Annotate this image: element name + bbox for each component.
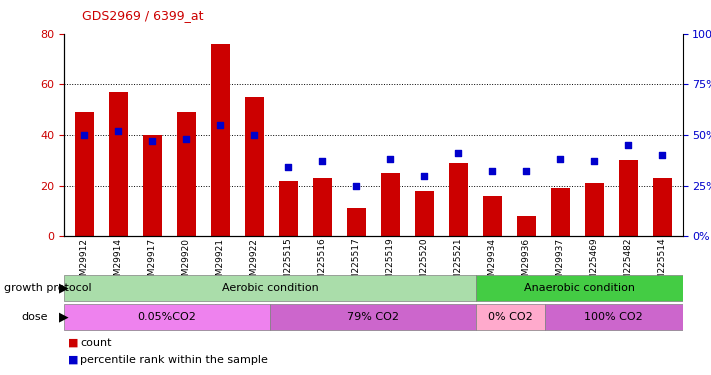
Point [623,142,634,148]
Bar [545,304,683,330]
Bar [347,209,365,236]
Text: 79% CO2: 79% CO2 [347,312,400,322]
Point [486,168,498,174]
Bar [517,216,535,236]
Text: 100% CO2: 100% CO2 [584,312,643,322]
Point [656,152,668,158]
Text: GDS2969 / 6399_at: GDS2969 / 6399_at [82,9,203,22]
Point [520,168,532,174]
Point [146,138,158,144]
Bar [279,181,298,236]
Text: 0.05%CO2: 0.05%CO2 [138,312,196,322]
Text: 0% CO2: 0% CO2 [488,312,533,322]
Bar [585,183,604,236]
Point [79,132,90,138]
Text: Aerobic condition: Aerobic condition [222,284,319,293]
Text: ▶: ▶ [59,310,69,323]
Text: ▶: ▶ [59,282,69,294]
Bar [313,178,331,236]
Bar [381,173,400,236]
Bar [415,190,434,236]
Point [316,158,328,164]
Text: growth protocol: growth protocol [4,283,91,293]
Bar [619,160,638,236]
Point [282,164,294,170]
Bar [476,304,545,330]
Bar [653,178,671,236]
Bar [551,188,570,236]
Bar [476,275,683,302]
Text: dose: dose [21,312,48,322]
Point [589,158,600,164]
Bar [75,112,94,236]
Bar [245,97,264,236]
Point [419,172,430,178]
Point [555,156,566,162]
Text: ■: ■ [68,338,78,348]
Text: ■: ■ [68,355,78,365]
Bar [177,112,196,236]
Text: Anaerobic condition: Anaerobic condition [524,284,635,293]
Point [181,136,192,142]
Bar [449,163,468,236]
Point [351,183,362,189]
Bar [64,275,476,302]
Bar [483,196,501,236]
Bar [211,44,230,236]
Point [215,122,226,128]
Bar [64,304,270,330]
Bar [109,92,128,236]
Bar [270,304,476,330]
Point [112,128,124,134]
Point [453,150,464,156]
Point [385,156,396,162]
Text: percentile rank within the sample: percentile rank within the sample [80,355,268,365]
Point [249,132,260,138]
Bar [143,135,161,236]
Text: count: count [80,338,112,348]
